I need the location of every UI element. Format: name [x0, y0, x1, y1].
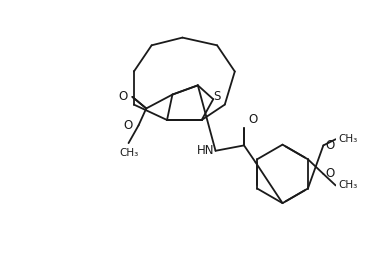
Text: CH₃: CH₃: [338, 134, 357, 144]
Text: O: O: [248, 113, 257, 126]
Text: HN: HN: [196, 144, 214, 157]
Text: O: O: [119, 90, 128, 103]
Text: S: S: [214, 90, 221, 103]
Text: CH₃: CH₃: [119, 148, 138, 158]
Text: O: O: [326, 139, 335, 152]
Text: CH₃: CH₃: [338, 181, 357, 190]
Text: O: O: [123, 119, 132, 132]
Text: O: O: [326, 167, 335, 181]
